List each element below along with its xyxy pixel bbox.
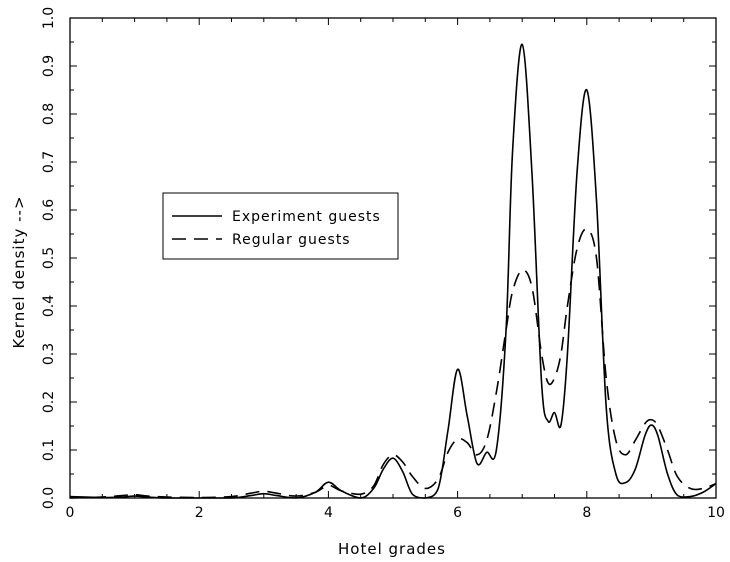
legend-label-regular: Regular guests [232, 232, 351, 248]
y-tick-label: 0.2 [41, 391, 57, 413]
y-tick-label: 0.4 [41, 295, 57, 317]
y-tick-label: 0.5 [41, 247, 57, 269]
legend: Experiment guests Regular guests [162, 192, 399, 260]
y-tick-label: 0.6 [41, 199, 57, 221]
series-line-experiment-guests [69, 43, 717, 499]
x-tick-label: 6 [453, 505, 462, 521]
y-tick-label: 0.8 [41, 103, 57, 125]
y-axis: 0.0 0.1 0.2 0.3 0.4 0.5 0.6 0.7 0.8 0.9 1.0 [41, 7, 716, 509]
x-tick-label: 0 [66, 505, 75, 521]
x-tick-label: 8 [582, 505, 591, 521]
x-tick-label: 10 [707, 505, 725, 521]
series-layer [69, 43, 717, 499]
x-axis-title: Hotel grades [338, 540, 446, 558]
legend-box [162, 192, 399, 260]
y-tick-label: 1.0 [41, 7, 57, 29]
x-tick-label: 2 [195, 505, 204, 521]
y-tick-label: 0.0 [41, 487, 57, 509]
y-tick-label: 0.3 [41, 343, 57, 365]
y-tick-label: 0.7 [41, 151, 57, 173]
x-tick-label: 4 [324, 505, 333, 521]
series-line-regular-guests [69, 228, 717, 499]
y-axis-title: Kernel density --> [10, 195, 28, 348]
legend-label-experiment: Experiment guests [232, 209, 381, 225]
y-tick-label: 0.1 [41, 439, 57, 461]
x-axis: 0 2 4 6 8 10 [66, 18, 725, 521]
y-tick-label: 0.9 [41, 55, 57, 77]
